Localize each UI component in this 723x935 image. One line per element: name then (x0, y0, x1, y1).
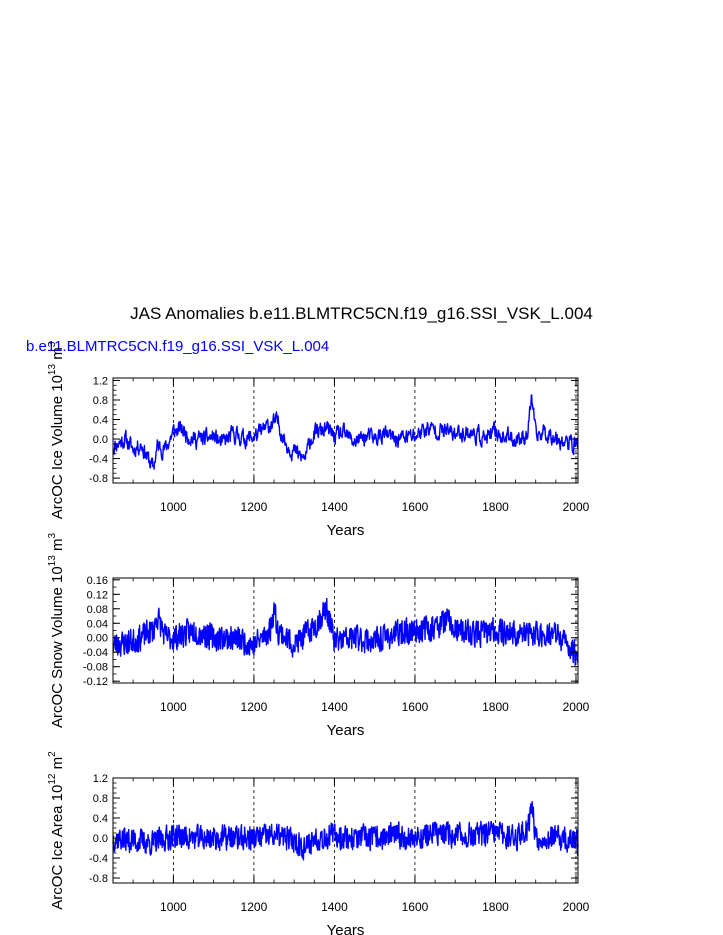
y-axis-label-exponent: 12 (47, 773, 58, 785)
x-tick-label: 1600 (402, 700, 429, 714)
chart-title: JAS Anomalies b.e11.BLMTRC5CN.f19_g16.SS… (130, 304, 593, 323)
plot-frame (112, 777, 579, 884)
y-tick-label: 0.4 (93, 813, 108, 825)
y-tick-label: -0.08 (83, 662, 108, 674)
x-tick-label: 1200 (241, 500, 268, 514)
y-axis-label-unit-exponent: 3 (47, 341, 58, 347)
y-axis-label-unit: m (49, 539, 66, 556)
x-tick-label: 1200 (241, 700, 268, 714)
y-tick-label: 0.8 (93, 793, 108, 805)
y-tick-label: 0.04 (87, 618, 108, 630)
ice-area-series-line (112, 800, 579, 861)
y-tick-label: 0.08 (87, 604, 108, 616)
y-tick-label: 0.00 (87, 633, 108, 645)
y-axis-label-exponent: 13 (47, 364, 58, 376)
ice-volume-series-line (112, 394, 579, 470)
x-tick-label: 1800 (482, 500, 509, 514)
x-tick-label: 1800 (482, 700, 509, 714)
y-axis-label-exponent: 13 (47, 555, 58, 567)
x-tick-label: 1200 (241, 900, 268, 914)
x-tick-label: 1800 (482, 900, 509, 914)
y-tick-label: 0.0 (93, 434, 108, 446)
y-axis-label-unit: m (49, 347, 66, 364)
x-tick-label: 1400 (321, 700, 348, 714)
y-tick-label: 0.16 (87, 575, 108, 587)
y-tick-label: 0.12 (87, 589, 108, 601)
y-tick-label: 0.0 (93, 833, 108, 845)
plot-frame (112, 377, 579, 484)
y-tick-label: 0.4 (93, 415, 108, 427)
x-tick-label: 1400 (321, 900, 348, 914)
x-tick-label: 2000 (563, 900, 590, 914)
snow-volume-series-line (112, 597, 579, 666)
y-tick-label: 1.2 (93, 773, 108, 785)
x-tick-label: 2000 (563, 500, 590, 514)
x-tick-label: 1000 (160, 900, 187, 914)
y-axis-label: ArcOC Ice Volume 1013 m3 (47, 341, 66, 519)
x-tick-label: 1000 (160, 500, 187, 514)
y-tick-label: -0.12 (83, 676, 108, 688)
x-axis-label: Years (327, 922, 365, 935)
ice-volume-panel: -0.8 -0.4 0.0 0.4 0.8 1.2 1000 1200 1400 1600 1800… (47, 341, 590, 539)
y-tick-label: -0.4 (89, 454, 108, 466)
x-axis-label: Years (327, 722, 365, 739)
y-axis-label-unit-exponent: 3 (47, 533, 58, 539)
x-tick-label: 2000 (563, 700, 590, 714)
x-tick-label: 1600 (402, 900, 429, 914)
ice-area-panel: -0.8 -0.4 0.0 0.4 0.8 1.2 1000 1200 1400 1600 1800… (47, 751, 590, 935)
y-tick-label: 0.8 (93, 395, 108, 407)
y-tick-label: -0.8 (89, 873, 108, 885)
y-axis-label-unit-exponent: 2 (47, 751, 58, 757)
x-tick-label: 1000 (160, 700, 187, 714)
x-tick-label: 1400 (321, 500, 348, 514)
y-axis-label: ArcOC Snow Volume 1013 m3 (47, 533, 66, 729)
x-axis-label: Years (327, 522, 365, 539)
y-axis-label-text: ArcOC Ice Volume 10 (49, 375, 66, 519)
y-axis-label-text: ArcOC Ice Area 10 (49, 785, 66, 910)
snow-volume-panel: -0.12 -0.08 -0.04 0.00 0.04 0.08 0.12 0.16 1000 1… (47, 533, 590, 739)
y-axis-label-text: ArcOC Snow Volume 10 (49, 566, 66, 728)
y-tick-label: -0.04 (83, 647, 108, 659)
x-tick-label: 1600 (402, 500, 429, 514)
y-axis-label: ArcOC Ice Area 1012 m2 (47, 751, 66, 910)
y-tick-label: 1.2 (93, 375, 108, 387)
y-tick-label: -0.4 (89, 853, 108, 865)
case-label: b.e11.BLMTRC5CN.f19_g16.SSI_VSK_L.004 (26, 338, 330, 355)
y-tick-label: -0.8 (89, 473, 108, 485)
y-axis-label-unit: m (49, 757, 66, 774)
